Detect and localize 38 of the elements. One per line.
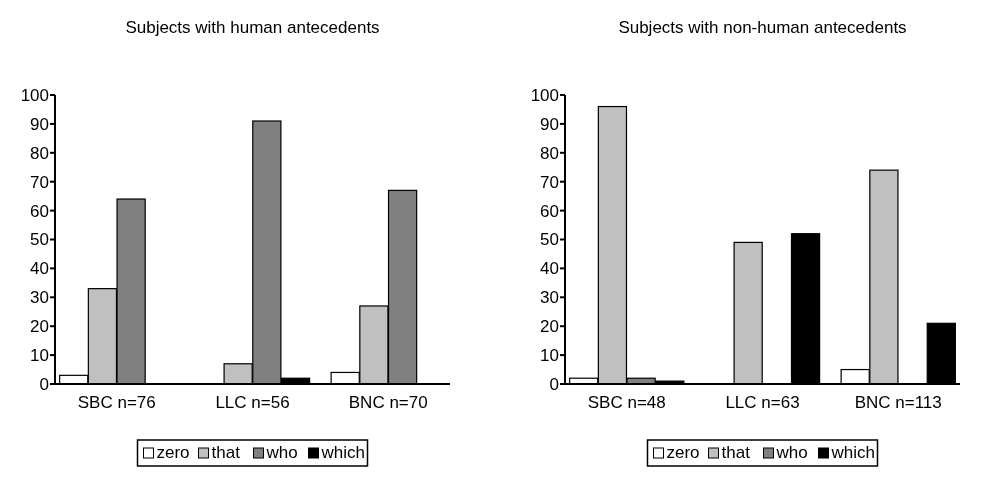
- chart-title: Subjects with human antecedents: [125, 18, 380, 37]
- legend-label: zero: [156, 443, 190, 462]
- y-tick-label: 70: [30, 172, 49, 192]
- y-tick-label: 10: [540, 346, 559, 366]
- y-tick-label: 0: [549, 374, 559, 394]
- chart-title: Subjects with non-human antecedents: [618, 18, 907, 37]
- legend-label: that: [721, 443, 751, 462]
- y-tick-label: 90: [30, 114, 49, 134]
- y-tick-label: 20: [540, 317, 559, 337]
- x-tick-label: BNC n=70: [348, 393, 428, 412]
- y-tick-label: 20: [30, 317, 49, 337]
- y-tick-label: 100: [530, 85, 559, 105]
- x-tick-label: LLC n=63: [725, 393, 800, 412]
- y-tick-label: 10: [30, 346, 49, 366]
- y-tick-label: 60: [30, 201, 49, 221]
- y-tick-label: 40: [540, 259, 559, 279]
- x-tick-label: LLC n=56: [215, 393, 290, 412]
- y-tick-label: 40: [30, 259, 49, 279]
- x-tick-label: BNC n=113: [854, 393, 942, 412]
- y-tick-label: 70: [540, 172, 559, 192]
- y-tick-label: 0: [39, 374, 49, 394]
- y-tick-label: 60: [540, 201, 559, 221]
- y-tick-label: 100: [20, 85, 49, 105]
- x-tick-label: SBC n=76: [77, 393, 156, 412]
- legend-label: which: [830, 443, 875, 462]
- legend-label: zero: [666, 443, 700, 462]
- y-tick-label: 30: [540, 288, 559, 308]
- y-tick-label: 50: [540, 230, 559, 250]
- legend-label: who: [775, 443, 808, 462]
- y-tick-label: 80: [540, 143, 559, 163]
- y-tick-label: 30: [30, 288, 49, 308]
- y-tick-label: 50: [30, 230, 49, 250]
- y-tick-label: 80: [30, 143, 49, 163]
- legend-label: that: [211, 443, 241, 462]
- legend-label: who: [265, 443, 298, 462]
- legend-label: which: [320, 443, 365, 462]
- y-tick-label: 90: [540, 114, 559, 134]
- x-tick-label: SBC n=48: [587, 393, 666, 412]
